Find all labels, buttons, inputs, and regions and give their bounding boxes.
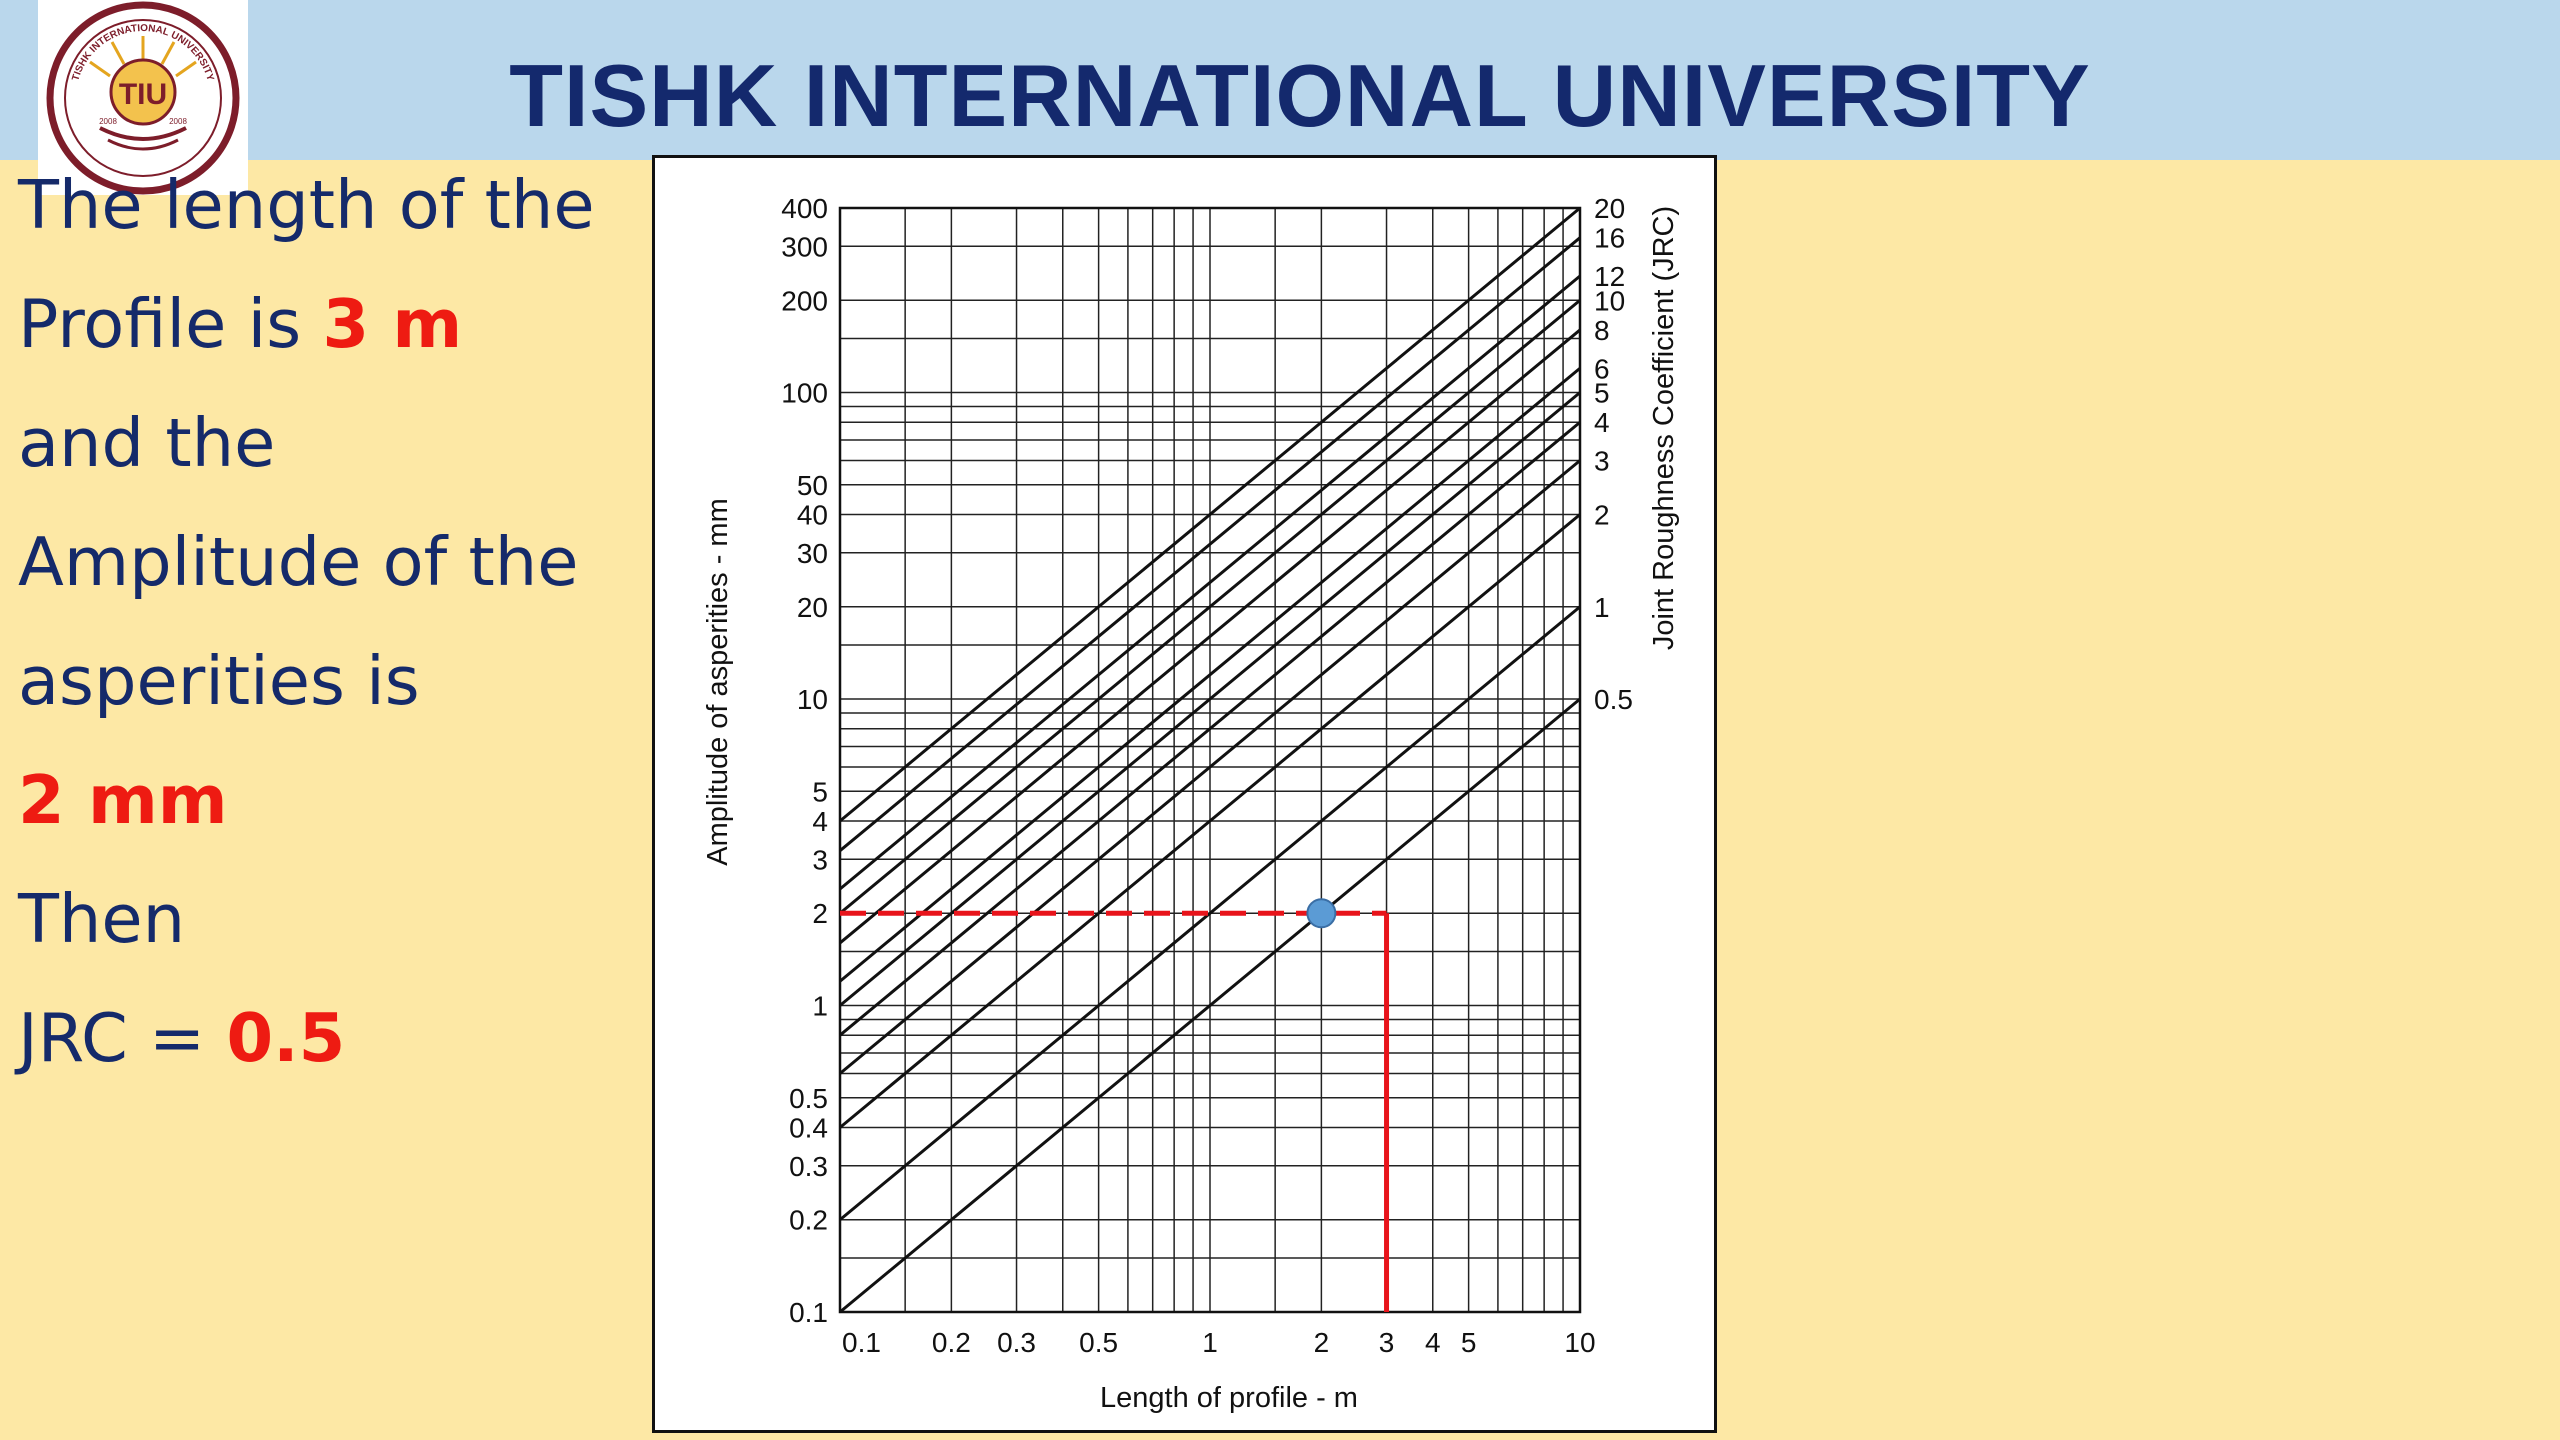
y-tick-label: 5	[812, 776, 828, 807]
jrc-lines	[839, 206, 1581, 1314]
amplitude-value: 2 mm	[18, 761, 228, 839]
y-tick-label: 1	[812, 991, 828, 1022]
y-tick-label: 20	[797, 592, 828, 623]
jrc-line	[839, 299, 1581, 915]
jrc-tick-label: 4	[1594, 407, 1610, 438]
y-tick-label: 50	[797, 470, 828, 501]
x-tick-label: 1	[1202, 1327, 1218, 1358]
jrc-line	[839, 605, 1581, 1221]
jrc-tick-label: 1	[1594, 592, 1610, 623]
x-tick-label: 4	[1425, 1327, 1441, 1358]
y-tick-label: 30	[797, 538, 828, 569]
jrc-tick-label: 5	[1594, 378, 1610, 409]
jrc-chart: 0.5 1 2 3 4 5 6 8 10 12 16 20 0.1 0.2 0.3 0.5 1 2 3 4 5 10 0.1…	[652, 155, 1717, 1433]
y-tick-label: 0.4	[789, 1112, 828, 1143]
jrc-line	[839, 421, 1581, 1037]
jrc-line	[839, 274, 1581, 891]
y-tick-label: 2	[812, 898, 828, 929]
explanation-line-1: The length of the	[18, 166, 595, 244]
jrc-line	[839, 328, 1581, 945]
y-tick-label: 200	[781, 285, 828, 316]
explanation-line-7: Then	[18, 880, 186, 958]
jrc-tick-label: 3	[1594, 446, 1610, 477]
y-tick-label: 0.2	[789, 1205, 828, 1236]
jrc-tick-label: 6	[1594, 353, 1610, 384]
x-axis-label: Length of profile - m	[1100, 1382, 1358, 1414]
x-tick-label: 0.3	[997, 1327, 1036, 1358]
x-tick-label: 0.2	[932, 1327, 971, 1358]
y-tick-label: 0.1	[789, 1297, 828, 1328]
university-logo: TISHK INTERNATIONAL UNIVERSITY TIU 2008 …	[38, 0, 248, 195]
logo-text: TIU	[119, 78, 167, 111]
jrc-line	[839, 236, 1581, 852]
jrc-tick-label: 0.5	[1594, 684, 1633, 715]
y-tick-label: 400	[781, 193, 828, 224]
y-tick-label: 3	[812, 844, 828, 875]
jrc-axis-label: Joint Roughness Coefficient (JRC)	[1648, 206, 1680, 650]
jrc-line	[839, 697, 1581, 1314]
explanation-line-8: JRC = 0.5	[18, 1005, 648, 1124]
plot-border	[838, 206, 1582, 1314]
jrc-line	[839, 459, 1581, 1075]
y-tick-label: 0.3	[789, 1151, 828, 1182]
explanation-text: The length of the Profile is 3 m and the…	[18, 172, 648, 1124]
y-tick-label: 100	[781, 378, 828, 409]
explanation-line-5: asperities is	[18, 642, 420, 720]
header-banner	[0, 0, 2560, 160]
jrc-tick-label: 12	[1594, 261, 1625, 292]
x-tick-label: 5	[1461, 1327, 1477, 1358]
x-tick-label: 3	[1379, 1327, 1395, 1358]
jrc-line	[839, 391, 1581, 1007]
x-tick-label: 0.5	[1079, 1327, 1118, 1358]
jrc-line	[839, 367, 1581, 983]
profile-label: Profile is	[18, 285, 323, 363]
y-tick-label: 0.5	[789, 1083, 828, 1114]
highlight-point	[1306, 898, 1337, 929]
jrc-tick-label: 10	[1594, 285, 1625, 316]
logo-year-left: 2008	[99, 117, 117, 126]
logo-year-right: 2008	[169, 117, 187, 126]
y-tick-label: 4	[812, 806, 828, 837]
explanation-line-4: Amplitude of the	[18, 523, 579, 601]
length-value: 3 m	[322, 285, 463, 363]
jrc-tick-label: 2	[1594, 499, 1610, 530]
explanation-line-3: and the	[18, 404, 276, 482]
y-tick-label: 300	[781, 231, 828, 262]
jrc-tick-label: 20	[1594, 193, 1625, 224]
x-tick-label: 2	[1314, 1327, 1330, 1358]
university-logo-icon: TISHK INTERNATIONAL UNIVERSITY TIU 2008 …	[46, 1, 240, 195]
jrc-value: 0.5	[226, 999, 346, 1077]
guide-lines	[840, 898, 1390, 1312]
y-axis-label: Amplitude of asperities - mm	[702, 498, 734, 865]
jrc-tick-label: 16	[1594, 223, 1625, 254]
x-tick-label: 10	[1564, 1327, 1595, 1358]
explanation-line-2: Profile is 3 m	[18, 291, 648, 410]
y-tick-label: 40	[797, 499, 828, 530]
jrc-line	[839, 513, 1581, 1129]
jrc-label: JRC =	[18, 999, 227, 1077]
jrc-tick-label: 8	[1594, 315, 1610, 346]
jrc-line	[839, 206, 1581, 823]
y-tick-label: 10	[797, 684, 828, 715]
x-tick-label: 0.1	[842, 1327, 881, 1358]
page-title: TISHK INTERNATIONAL UNIVERSITY	[509, 46, 2091, 145]
